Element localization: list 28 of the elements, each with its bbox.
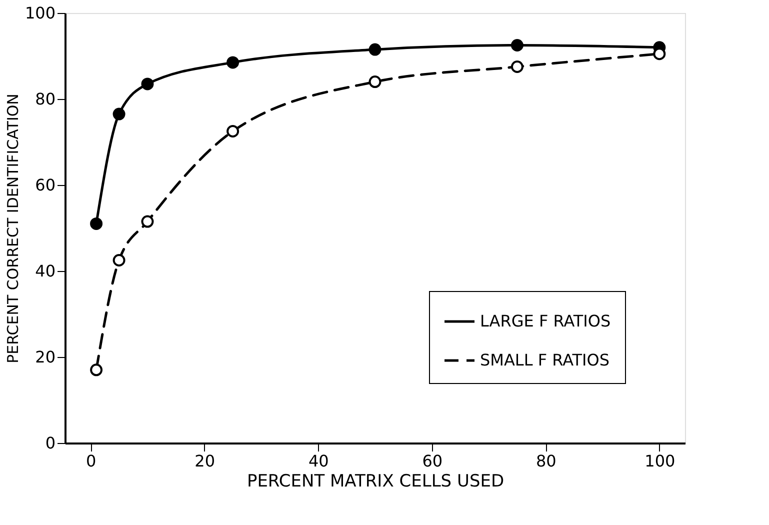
y-tick-label: 80 (35, 90, 56, 108)
point (510, 60, 524, 73)
point (510, 39, 524, 52)
point (112, 108, 126, 120)
y-tick-label: 0 (45, 434, 56, 452)
y-tick-label: 20 (35, 348, 56, 366)
y-axis-title: PERCENT CORRECT IDENTIFICATION (4, 94, 22, 364)
y-tick-label: 40 (35, 262, 56, 280)
point (90, 217, 103, 230)
point (112, 254, 126, 266)
point (141, 215, 154, 228)
legend-label: SMALL F RATIOS (480, 350, 610, 370)
legend-label: LARGE F RATIOS (480, 312, 611, 330)
point (226, 56, 240, 69)
x-tick-label: 0 (86, 452, 96, 470)
y-tick-label: 60 (35, 176, 56, 194)
point (226, 125, 240, 138)
x-tick-label: 80 (536, 452, 556, 470)
x-tick-label: 60 (422, 452, 443, 470)
y-tick-label: 100 (24, 4, 56, 22)
point (368, 76, 382, 88)
x-axis-title: PERCENT MATRIX CELLS USED (246, 472, 504, 492)
point (90, 364, 103, 376)
x-tick-label: 20 (194, 452, 216, 470)
point (141, 78, 154, 90)
x-tick-label: 100 (644, 452, 676, 470)
point (368, 43, 382, 56)
x-tick-label: 40 (308, 452, 329, 470)
